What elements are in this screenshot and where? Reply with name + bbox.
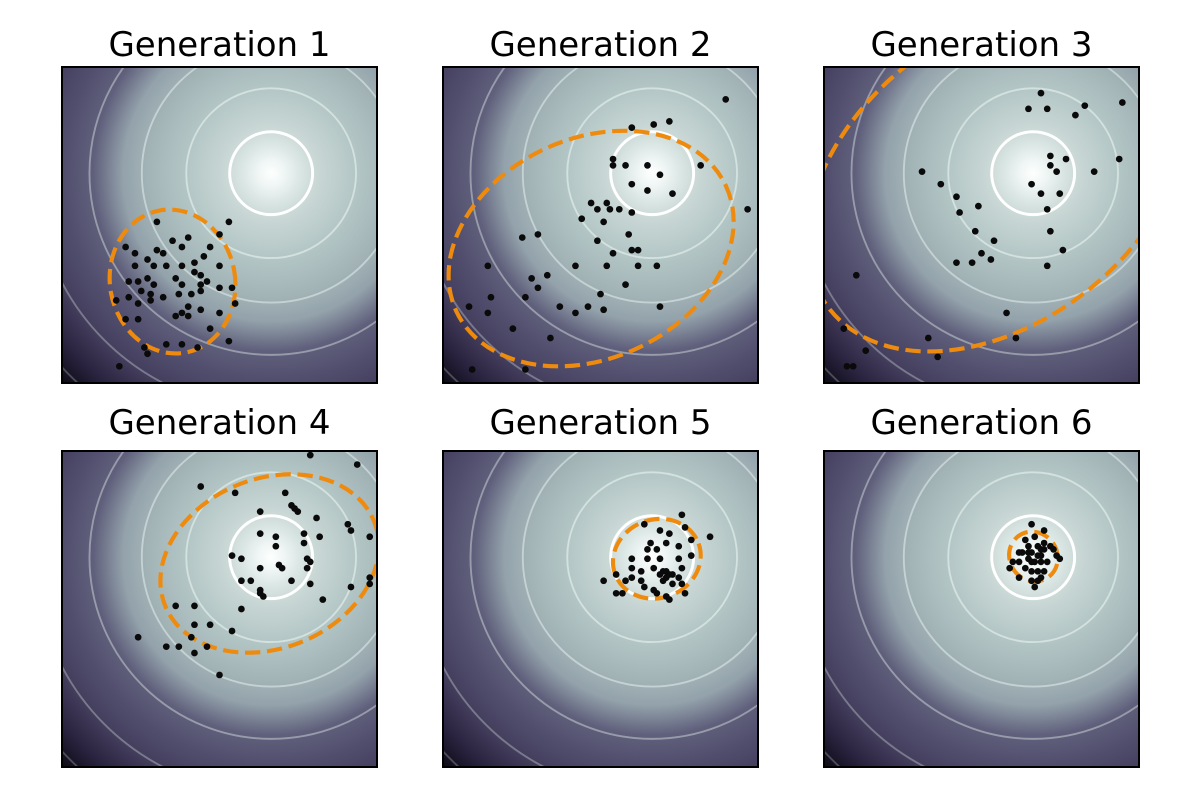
subplot-2-title: Generation 2 [489, 25, 712, 65]
subplot-1-plot [61, 66, 378, 384]
subplot-2-plot [442, 66, 759, 384]
subplot-5-title: Generation 5 [489, 403, 712, 443]
subplot-4-plot [61, 450, 378, 768]
subplot-3-plot [823, 66, 1140, 384]
subplot-6-title: Generation 6 [870, 403, 1093, 443]
subplot-6-plot [823, 450, 1140, 768]
subplot-4-title: Generation 4 [108, 403, 331, 443]
subplot-1-title: Generation 1 [108, 25, 331, 65]
subplot-3-title: Generation 3 [870, 25, 1093, 65]
subplot-5-plot [442, 450, 759, 768]
